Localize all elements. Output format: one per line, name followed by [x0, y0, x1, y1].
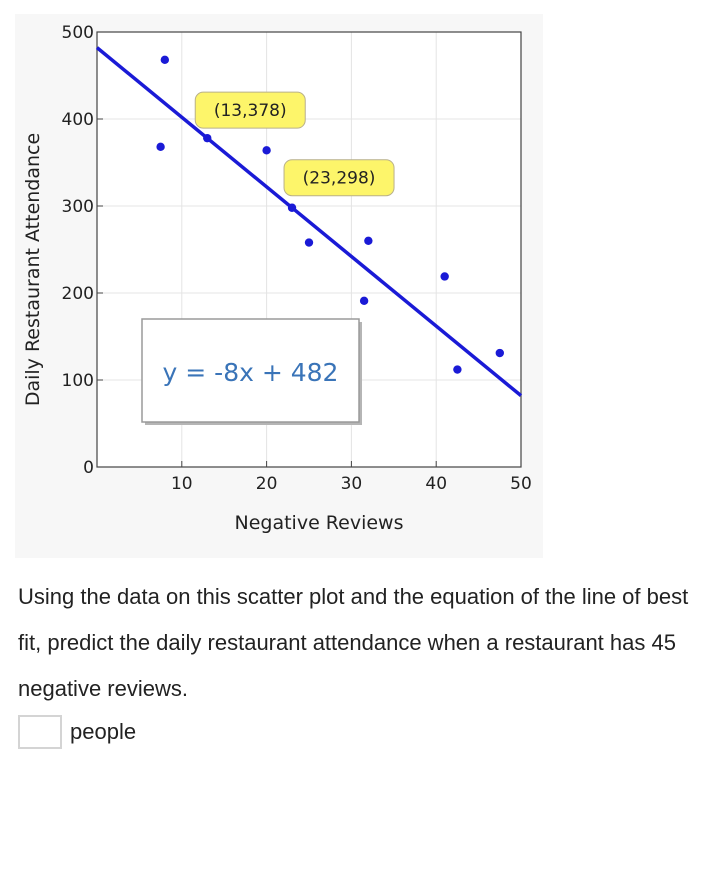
data-point	[287, 203, 297, 212]
chart-panel: 10 20 30 40 50 0 100 200 300 400 500 Negative Revie…	[15, 14, 543, 558]
equation-label: y = -8x + 482	[163, 358, 339, 387]
x-tick-label: 30	[341, 474, 363, 494]
data-point	[359, 296, 369, 306]
plot-frame	[96, 31, 522, 468]
y-tick-label: 400	[62, 110, 94, 130]
annotation-callout	[194, 91, 306, 129]
y-tick-label: 0	[83, 458, 94, 478]
annotation-callout	[283, 159, 395, 197]
data-point	[364, 236, 373, 245]
answer-row: people	[18, 713, 136, 751]
unit-label: people	[70, 719, 137, 744]
x-tick-label: 40	[425, 474, 447, 494]
data-point	[262, 146, 271, 155]
y-tick-label: 100	[62, 371, 94, 391]
y-tick-label: 200	[62, 284, 94, 304]
data-point	[156, 142, 165, 152]
annotation-label: (13,378)	[214, 101, 287, 121]
data-point	[203, 133, 212, 143]
trendline	[95, 46, 523, 398]
data-point	[160, 55, 170, 65]
data-point	[495, 348, 504, 358]
y-tick-label: 300	[62, 197, 94, 217]
data-point	[304, 238, 314, 247]
x-tick-label: 50	[510, 474, 532, 494]
annotation-label: (23,298)	[303, 169, 376, 189]
data-point	[453, 365, 462, 374]
y-axis-title: Daily Restaurant Attendance	[22, 133, 44, 406]
x-axis-title: Negative Reviews	[235, 512, 404, 534]
equation-box	[141, 318, 360, 423]
x-tick-label: 10	[171, 474, 193, 494]
y-tick-label: 500	[62, 23, 94, 43]
answer-input[interactable]	[18, 715, 62, 749]
question-text: Using the data on this scatter plot and …	[18, 584, 689, 701]
data-point	[440, 272, 449, 281]
x-tick-label: 20	[256, 474, 278, 494]
